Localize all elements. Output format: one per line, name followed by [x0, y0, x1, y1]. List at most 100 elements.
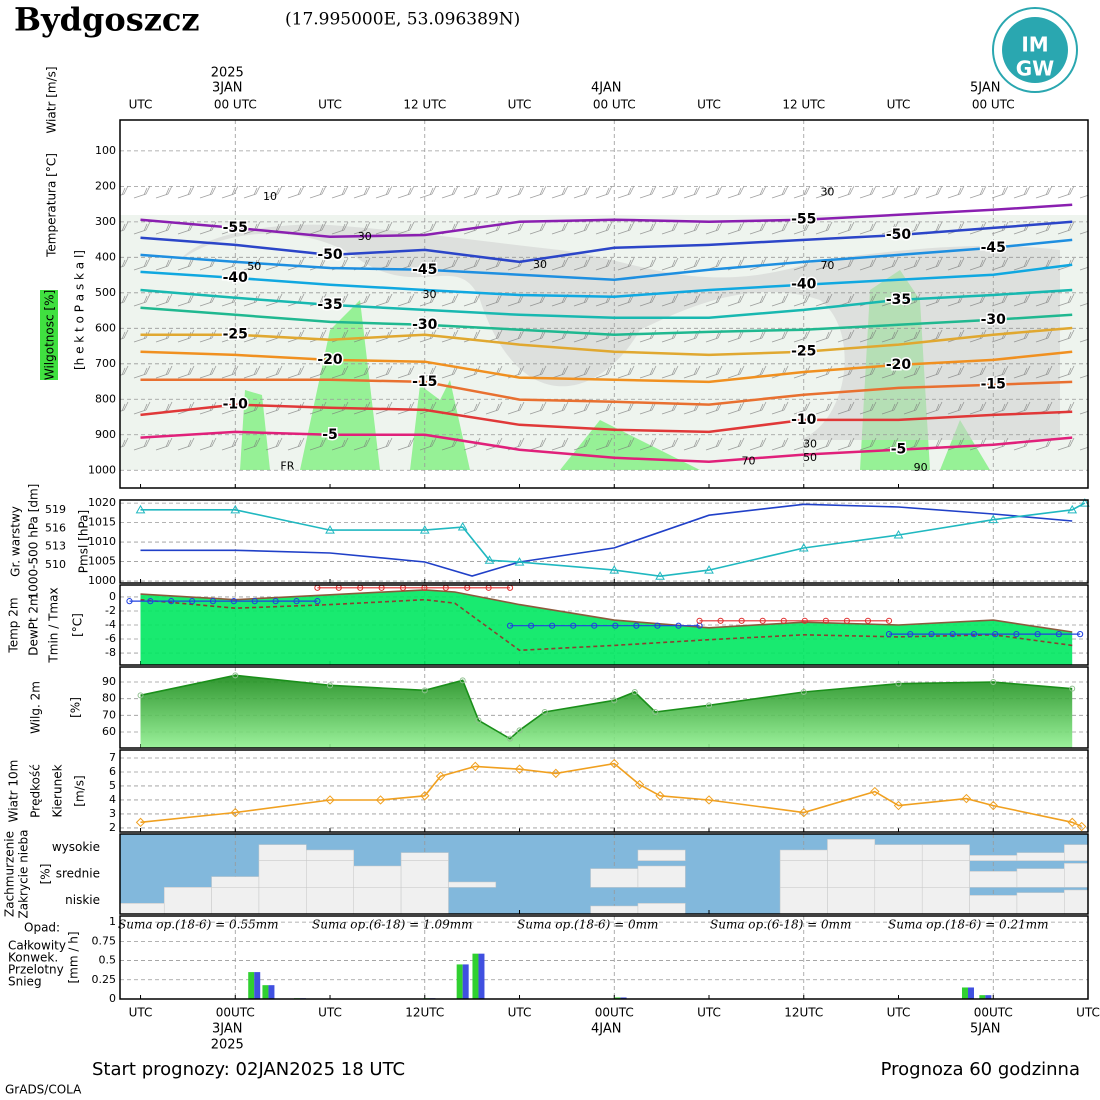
- row-label: wysokie: [52, 840, 100, 854]
- y-tick-label: 700: [95, 357, 116, 370]
- precip-sum: Suma op.(18-6) = 0.21mm: [888, 918, 1049, 932]
- marker: [459, 677, 466, 684]
- y-tick-label: -8: [105, 646, 116, 659]
- marker: [652, 709, 659, 715]
- y-tick-label: 600: [95, 321, 116, 334]
- bar: [985, 995, 992, 999]
- y-tick-label: 1010: [88, 535, 116, 548]
- x-tick-label-top: 12 UTC: [782, 98, 825, 112]
- side-label: [°C]: [71, 613, 85, 637]
- marker: [988, 800, 998, 811]
- isotherm-label: -30: [981, 312, 1007, 328]
- bar: [262, 985, 269, 999]
- x-tick-label: 00UTC: [974, 1006, 1013, 1020]
- isotherm: [140, 263, 1073, 298]
- y-tick-label: 200: [95, 179, 116, 192]
- isotherm: [140, 430, 1073, 463]
- marker: [232, 672, 239, 679]
- side-label: Temperatura [°C]: [45, 153, 59, 258]
- cloud-bar: [637, 903, 686, 915]
- side-label: Zakrycie nieba: [17, 830, 31, 919]
- side-label: Temp 2m: [7, 597, 21, 653]
- isotherm: [140, 326, 1073, 357]
- cloud-bar: [779, 849, 828, 861]
- marker: [870, 786, 880, 797]
- isotherm: [140, 306, 1073, 336]
- line: [140, 674, 1073, 740]
- line: [140, 589, 1073, 633]
- cloud-bar: [1016, 892, 1065, 915]
- bar: [456, 964, 463, 999]
- tmin-marker: [147, 598, 154, 605]
- contour-label: 70: [741, 455, 755, 468]
- side-label: Kierunek: [51, 764, 65, 817]
- isotherm-label: -10: [223, 397, 249, 413]
- y-tick-label: 1000: [88, 463, 116, 476]
- bar: [268, 985, 275, 999]
- cloud-bar: [827, 860, 876, 888]
- marker: [516, 727, 523, 734]
- legend-entry: Snieg: [8, 975, 42, 989]
- y-tick-label: -4: [105, 618, 116, 631]
- isotherm: [140, 403, 1073, 434]
- line: [140, 762, 1083, 828]
- isotherm: [140, 350, 1073, 384]
- cloud-bar: [353, 887, 402, 915]
- y-tick-label: 0: [109, 590, 116, 603]
- tmax-marker: [864, 617, 872, 624]
- marker: [990, 679, 997, 685]
- marker: [419, 525, 430, 534]
- bar: [248, 972, 255, 999]
- tmin-marker: [549, 622, 556, 629]
- area: [140, 589, 1073, 665]
- bar: [979, 995, 986, 999]
- tmin-marker: [654, 622, 661, 629]
- y-tick-label: 0.25: [92, 973, 117, 986]
- cloud-bar: [874, 887, 923, 915]
- y-tick-label: -2: [105, 604, 116, 617]
- cloud-bar: [637, 865, 686, 888]
- y-tick-label: 400: [95, 250, 116, 263]
- line: [140, 598, 1073, 652]
- marker: [655, 571, 665, 580]
- contour-label: 10: [263, 190, 277, 203]
- side-label: Zachmurzenie: [3, 831, 17, 917]
- contour-label: FR: [280, 460, 294, 473]
- isotherm-label: -40: [223, 270, 249, 286]
- tmin-marker: [992, 631, 999, 638]
- tmin-marker: [907, 631, 914, 638]
- isotherm-label: -55: [791, 212, 816, 228]
- tmin-marker: [527, 622, 535, 629]
- x-tick-label: UTC: [887, 1006, 911, 1020]
- legend-entry: Przelotny: [8, 963, 64, 977]
- tmin-marker: [970, 631, 978, 638]
- marker: [1067, 504, 1078, 514]
- tmin-marker: [885, 631, 893, 638]
- forecast-start: Start prognozy: 02JAN2025 18 UTC: [92, 1059, 405, 1080]
- isotherm: [140, 288, 1073, 319]
- date-label: 4JAN: [591, 1022, 622, 1037]
- marker: [611, 697, 618, 704]
- y-tick-label: 100: [95, 144, 116, 157]
- y-tick-label: 300: [95, 215, 116, 228]
- contour-label: 70: [820, 259, 834, 272]
- y-tick-label: 80: [102, 692, 116, 705]
- y2-tick-label: 510: [45, 558, 66, 571]
- marker: [484, 555, 495, 564]
- contour-label: 30: [803, 438, 817, 451]
- y-tick-label: 900: [95, 428, 116, 441]
- tmin-marker: [189, 598, 196, 605]
- isotherm-label: -55: [223, 220, 248, 236]
- marker: [327, 682, 334, 689]
- isotherm-label: -30: [412, 317, 438, 333]
- contour-label: 30: [533, 258, 547, 271]
- precip-sum: Suma op.(6-18) = 0mm: [710, 918, 851, 932]
- tmax-marker: [759, 617, 766, 624]
- x-tick-label: 00UTC: [216, 1006, 255, 1020]
- marker: [435, 771, 446, 781]
- contour-label: 30: [358, 230, 372, 243]
- tmax-marker: [717, 617, 724, 624]
- tmin-marker: [314, 598, 321, 605]
- cloud-bar: [921, 860, 970, 888]
- y-tick-label: 5: [109, 779, 116, 792]
